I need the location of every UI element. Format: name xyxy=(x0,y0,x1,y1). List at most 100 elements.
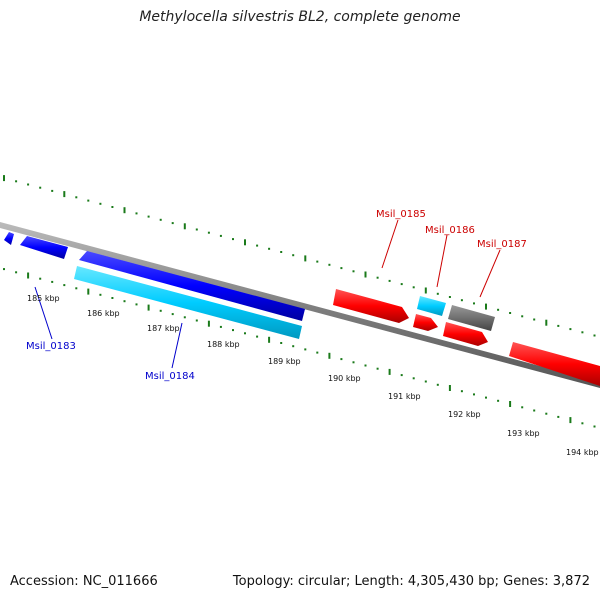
major-tick xyxy=(27,272,30,279)
minor-tick xyxy=(207,231,210,234)
minor-tick xyxy=(557,324,560,327)
minor-tick xyxy=(533,409,536,412)
minor-tick xyxy=(581,422,584,425)
major-tick xyxy=(509,401,512,407)
minor-tick xyxy=(15,271,18,274)
gene-arrow-red-3 xyxy=(443,322,488,346)
minor-tick xyxy=(388,279,391,282)
minor-tick xyxy=(545,412,548,415)
minor-tick xyxy=(135,212,138,215)
minor-tick xyxy=(569,328,572,331)
minor-tick xyxy=(135,303,138,306)
callout-msil-0185 xyxy=(381,219,399,269)
minor-tick xyxy=(219,325,222,328)
minor-tick xyxy=(352,270,355,273)
minor-tick xyxy=(51,189,54,192)
major-tick xyxy=(328,352,331,359)
gene-arrow-red-2 xyxy=(413,314,438,331)
minor-tick xyxy=(27,183,30,186)
minor-tick xyxy=(292,254,295,257)
major-tick xyxy=(424,287,427,294)
genome-stats-text: Topology: circular; Length: 4,305,430 bp… xyxy=(232,574,590,589)
minor-tick xyxy=(75,196,78,199)
gene-label-msil-0184: Msil_0184 xyxy=(145,371,195,382)
minor-tick xyxy=(448,296,451,298)
minor-tick xyxy=(521,406,524,409)
major-tick xyxy=(268,336,271,343)
minor-tick xyxy=(159,218,162,221)
forward-strand-genes xyxy=(333,289,600,386)
minor-tick xyxy=(99,293,102,296)
gene-arrow-cyan-small xyxy=(417,296,446,316)
minor-tick xyxy=(256,335,259,338)
minor-tick xyxy=(51,280,54,283)
gene-label-msil-0187: Msil_0187 xyxy=(477,239,527,250)
gene-arrow-cyan-long xyxy=(74,266,302,339)
minor-tick xyxy=(497,399,500,402)
callout-msil-0183 xyxy=(34,286,53,340)
major-tick xyxy=(123,207,126,214)
major-tick xyxy=(63,191,66,198)
minor-tick xyxy=(99,202,102,205)
scale-label: 185 kbp xyxy=(27,294,60,303)
minor-tick xyxy=(460,390,463,393)
gene-arrow-blue-2 xyxy=(79,251,305,321)
minor-tick xyxy=(436,383,439,386)
gene-label-msil-0186: Msil_0186 xyxy=(425,225,475,236)
minor-tick xyxy=(557,415,560,418)
minor-tick xyxy=(256,244,259,247)
minor-tick xyxy=(75,287,78,290)
gene-arrow-red-1 xyxy=(333,289,409,323)
major-tick xyxy=(183,223,186,230)
major-tick xyxy=(304,255,307,262)
gene-arrow-small-blue xyxy=(4,232,14,245)
gene-arrow-blue-1 xyxy=(20,236,68,259)
minor-tick xyxy=(123,300,126,303)
major-tick xyxy=(364,271,367,278)
minor-tick xyxy=(39,186,42,189)
major-tick xyxy=(3,175,5,182)
minor-tick xyxy=(460,299,463,302)
minor-tick xyxy=(376,276,379,279)
minor-tick xyxy=(509,312,512,314)
minor-tick xyxy=(497,308,500,311)
scale-label: 192 kbp xyxy=(448,410,481,419)
lower-tick-track xyxy=(3,268,596,428)
minor-tick xyxy=(581,331,584,334)
callout-msil-0187 xyxy=(479,249,501,298)
minor-tick xyxy=(521,315,524,318)
minor-tick xyxy=(304,348,307,351)
minor-tick xyxy=(111,206,114,208)
minor-tick xyxy=(63,284,66,287)
major-tick xyxy=(545,319,548,326)
minor-tick xyxy=(15,180,18,183)
minor-tick xyxy=(364,364,367,367)
accession-text: Accession: NC_011666 xyxy=(10,574,158,589)
minor-tick xyxy=(485,396,487,399)
callout-msil-0184 xyxy=(171,322,183,369)
minor-tick xyxy=(232,238,234,241)
major-tick xyxy=(244,239,246,246)
minor-tick xyxy=(593,425,596,428)
scale-label: 189 kbp xyxy=(268,357,301,366)
minor-tick xyxy=(424,380,427,383)
minor-tick xyxy=(232,329,234,332)
minor-tick xyxy=(183,316,186,319)
minor-tick xyxy=(340,358,343,361)
scale-labels: 185 kbp 186 kbp 187 kbp 188 kbp 189 kbp … xyxy=(27,294,599,457)
minor-tick xyxy=(328,263,331,266)
minor-tick xyxy=(171,313,174,316)
scale-label: 191 kbp xyxy=(388,392,421,401)
minor-tick xyxy=(111,297,114,299)
gene-arrow-red-4 xyxy=(509,342,600,386)
minor-tick xyxy=(376,367,379,370)
minor-tick xyxy=(436,292,439,295)
minor-tick xyxy=(171,222,174,225)
minor-tick xyxy=(316,260,319,263)
minor-tick xyxy=(195,319,198,322)
upper-tick-track xyxy=(3,175,596,337)
minor-tick xyxy=(268,247,271,250)
minor-tick xyxy=(292,345,295,348)
minor-tick xyxy=(219,234,222,237)
scale-label: 187 kbp xyxy=(147,324,180,333)
